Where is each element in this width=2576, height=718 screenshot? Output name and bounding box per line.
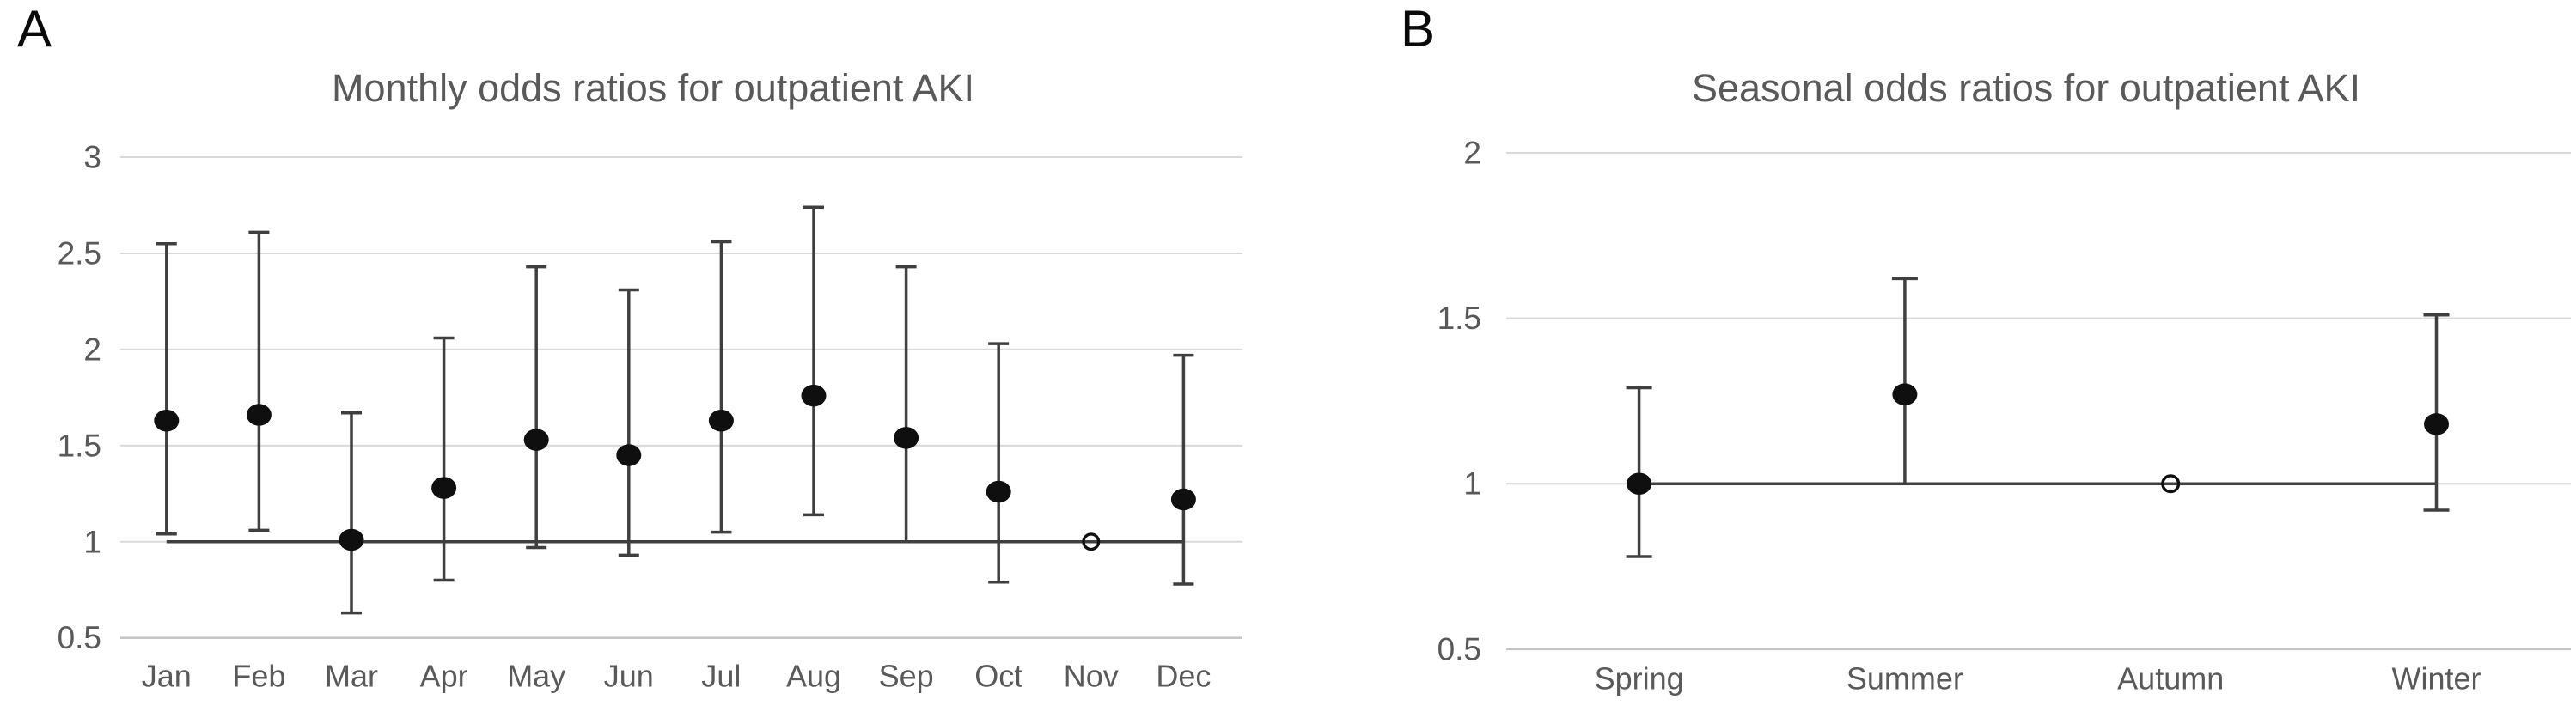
y-tick-label-a-1: 1 [83,524,101,559]
data-point-jun [616,444,642,466]
y-tick-label-a-3: 3 [83,140,101,175]
x-category-label-autumn: Autumn [2117,661,2224,697]
x-category-label-aug: Aug [786,659,841,694]
x-category-label-may: May [507,659,565,694]
data-point-feb [246,404,272,426]
x-category-label-mar: Mar [325,659,378,694]
x-category-label-dec: Dec [1156,659,1211,694]
panel-b-letter: B [1401,0,1436,58]
y-tick-label-b-1: 1 [1463,466,1481,502]
reference-open-circle-marker-nov [1082,532,1101,551]
y-tick-label-b-0.5: 0.5 [1438,631,1481,666]
data-point-apr [431,477,457,499]
data-point-spring [1627,472,1652,495]
x-category-label-sep: Sep [879,659,934,694]
panel-a-title: Monthly odds ratios for outpatient AKI [332,66,974,110]
y-tick-label-a-1.5: 1.5 [58,428,101,463]
panel-a-letter: A [17,0,52,58]
data-point-jul [708,409,734,432]
data-point-oct [986,480,1011,503]
x-category-label-spring: Spring [1595,661,1684,697]
y-tick-label-a-0.5: 0.5 [58,620,101,655]
data-point-summer [1892,383,1918,405]
x-category-label-nov: Nov [1064,659,1119,694]
data-point-dec [1170,488,1196,511]
data-point-aug [801,384,827,407]
panel-b-title: Seasonal odds ratios for outpatient AKI [1691,66,2360,110]
x-category-label-feb: Feb [232,659,285,694]
y-tick-label-a-2.5: 2.5 [58,235,101,271]
reference-open-circle-marker-autumn [2161,474,2181,494]
x-category-label-apr: Apr [420,659,468,694]
x-category-label-oct: Oct [974,659,1022,694]
x-category-label-summer: Summer [1847,661,1963,697]
data-point-mar [339,528,364,551]
y-tick-label-b-2: 2 [1463,136,1481,171]
data-point-jan [154,409,180,432]
y-tick-label-b-1.5: 1.5 [1438,301,1481,336]
x-category-label-jan: Jan [142,659,192,694]
data-point-winter [2424,413,2449,435]
x-category-label-jul: Jul [701,659,741,694]
y-tick-label-a-2: 2 [83,332,101,367]
data-point-may [523,429,549,451]
data-point-sep [894,427,919,449]
x-category-label-winter: Winter [2391,661,2481,697]
x-category-label-jun: Jun [604,659,654,694]
